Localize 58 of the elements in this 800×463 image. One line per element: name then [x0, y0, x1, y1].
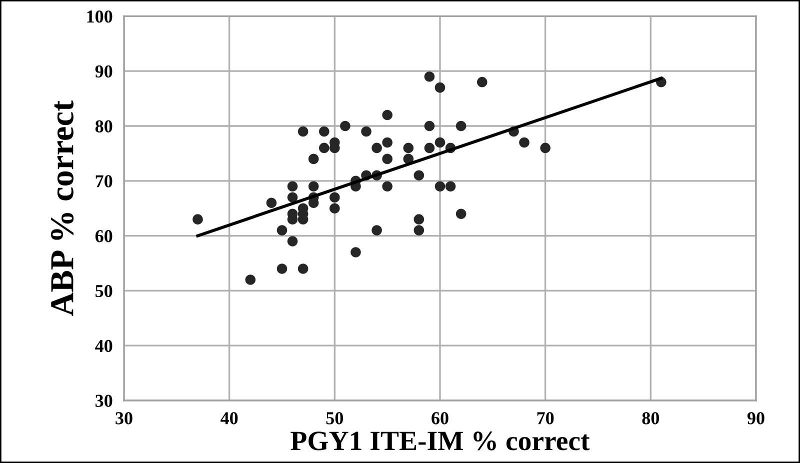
- point: [350, 247, 361, 258]
- y-tick-label: 40: [95, 340, 112, 352]
- point: [287, 181, 298, 192]
- x-tick-label: 60: [432, 412, 448, 424]
- point: [308, 181, 319, 192]
- point: [266, 198, 277, 208]
- point: [382, 181, 392, 192]
- point: [424, 142, 435, 154]
- y-tick-label: 80: [95, 120, 112, 132]
- point: [434, 137, 446, 148]
- point: [298, 264, 308, 274]
- point: [403, 142, 414, 154]
- point: [340, 120, 350, 132]
- point: [298, 126, 308, 137]
- point: [330, 192, 340, 203]
- point: [434, 181, 446, 192]
- point: [445, 181, 456, 192]
- point: [476, 76, 488, 88]
- point: [424, 71, 435, 82]
- y-tick-label: 30: [96, 394, 112, 407]
- point: [308, 154, 319, 164]
- point: [318, 126, 330, 137]
- x-tick-label: 50: [326, 412, 344, 424]
- point: [382, 110, 392, 120]
- point: [424, 120, 435, 132]
- x-tick-label: 90: [747, 412, 764, 424]
- point: [414, 225, 424, 236]
- point: [414, 214, 424, 224]
- point: [414, 170, 424, 181]
- point: [456, 208, 466, 219]
- point: [287, 192, 298, 203]
- y-tick-label: 70: [96, 175, 112, 188]
- point: [245, 274, 256, 285]
- point: [287, 236, 298, 246]
- point: [372, 225, 382, 236]
- x-tick-label: 40: [220, 412, 238, 424]
- point: [382, 154, 392, 164]
- point: [519, 137, 530, 148]
- x-tick-label: 80: [642, 412, 660, 424]
- x-tick-label: 70: [537, 412, 554, 424]
- y-axis-title: ABP % correct: [50, 100, 74, 316]
- point: [361, 126, 372, 137]
- x-axis-title: PGY1 ITE-IM % correct: [290, 432, 590, 450]
- point: [276, 264, 288, 274]
- point: [540, 142, 550, 154]
- point: [276, 225, 288, 236]
- point: [372, 142, 382, 154]
- point: [456, 120, 466, 132]
- y-tick-label: 90: [95, 65, 112, 78]
- point: [330, 203, 340, 214]
- point: [434, 82, 446, 93]
- y-tick-label: 50: [96, 284, 112, 298]
- x-tick-label: 30: [116, 412, 132, 424]
- point: [192, 214, 203, 224]
- y-tick-label: 60: [95, 230, 112, 242]
- point: [382, 137, 392, 148]
- y-tick-label: 100: [87, 10, 112, 23]
- point: [318, 142, 330, 154]
